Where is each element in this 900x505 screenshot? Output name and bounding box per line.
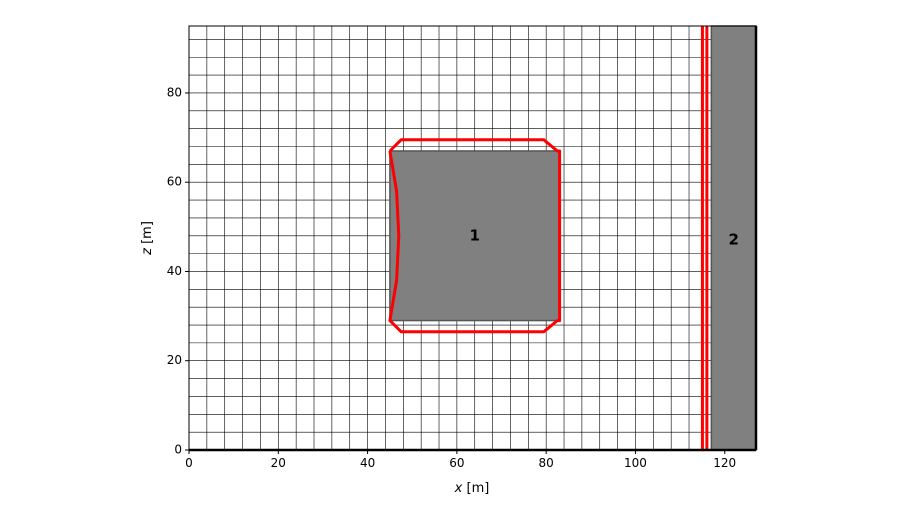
y-tick-label: 20: [167, 353, 182, 367]
x-tick-label: 100: [624, 456, 647, 470]
y-tick-label: 80: [167, 85, 182, 99]
x-tick-label: 80: [539, 456, 554, 470]
x-axis-var: x: [454, 481, 463, 496]
body-label: 1: [470, 226, 480, 244]
x-axis-label: x [m]: [454, 481, 490, 496]
y-axis-ticks: 0 20 40 60 80: [167, 85, 189, 457]
y-axis-var: z: [140, 247, 155, 256]
body-1-shape: [389, 150, 561, 322]
bodies: [389, 25, 757, 451]
y-axis-unit: [m]: [140, 221, 155, 244]
x-tick-label: 0: [185, 456, 193, 470]
x-tick-label: 20: [271, 456, 286, 470]
body-2-shape: [710, 25, 757, 451]
y-tick-label: 40: [167, 264, 182, 278]
y-tick-label: 0: [174, 443, 182, 457]
x-tick-label: 60: [449, 456, 464, 470]
x-axis-ticks: 0 20 40 60 80 100 120: [185, 450, 736, 470]
x-axis-unit: [m]: [467, 481, 490, 496]
body-label: 2: [728, 231, 738, 249]
body-1-outline: [388, 138, 562, 334]
x-tick-label: 120: [713, 456, 736, 470]
y-axis-label: z [m]: [140, 221, 155, 256]
x-tick-label: 40: [360, 456, 375, 470]
body-outlines: [388, 26, 709, 450]
y-tick-label: 60: [167, 175, 182, 189]
